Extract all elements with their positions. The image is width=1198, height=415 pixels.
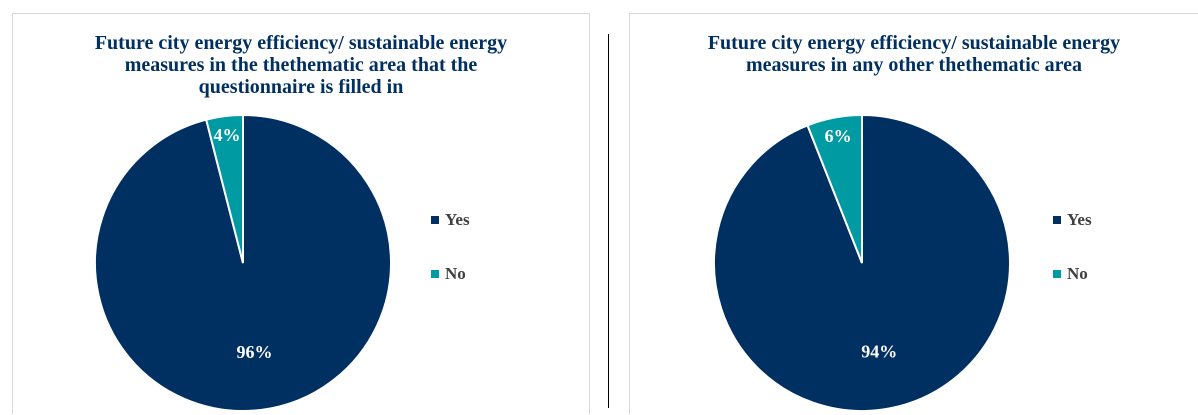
- legend-swatch-no-left: [431, 270, 439, 278]
- chart-title-right: Future city energy efficiency/ sustainab…: [707, 32, 1121, 76]
- chart-panel-left: Future city energy efficiency/ sustainab…: [12, 13, 590, 414]
- legend-item-yes-right: Yes: [1053, 210, 1092, 230]
- pie-label-yes-right: 94%: [861, 341, 897, 361]
- legend-label-yes-right: Yes: [1067, 210, 1092, 229]
- legend-label-no-left: No: [445, 264, 466, 283]
- legend-item-yes-left: Yes: [431, 210, 470, 230]
- legend-swatch-yes-left: [431, 216, 439, 224]
- pie-label-yes-left: 96%: [237, 342, 273, 362]
- divider-line: [608, 34, 609, 408]
- legend-swatch-no-right: [1053, 270, 1061, 278]
- chart-panel-right: Future city energy efficiency/ sustainab…: [629, 13, 1198, 414]
- pie-slice-no-right: [806, 113, 863, 264]
- legend-item-no-left: No: [431, 264, 466, 284]
- legend-item-no-right: No: [1053, 264, 1088, 284]
- chart-title-left: Future city energy efficiency/ sustainab…: [94, 32, 508, 98]
- legend-swatch-yes-right: [1053, 216, 1061, 224]
- pie-label-no-right: 6%: [825, 126, 852, 146]
- pie-chart-right: 94% 6%: [713, 113, 1011, 412]
- pie-slice-no-left: [204, 113, 244, 264]
- pie-label-no-left: 4%: [214, 125, 241, 145]
- pie-chart-left: 96% 4%: [94, 113, 392, 412]
- legend-label-yes-left: Yes: [445, 210, 470, 229]
- legend-label-no-right: No: [1067, 264, 1088, 283]
